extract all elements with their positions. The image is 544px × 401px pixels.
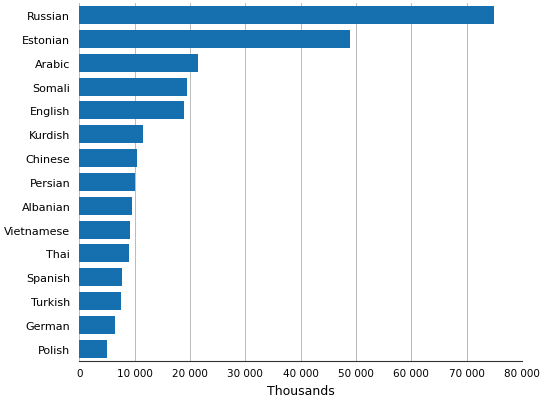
- Bar: [79, 7, 494, 25]
- X-axis label: Thousands: Thousands: [267, 384, 335, 397]
- Bar: [79, 340, 107, 358]
- Bar: [79, 197, 132, 215]
- Bar: [79, 245, 129, 263]
- Bar: [79, 174, 135, 191]
- Bar: [79, 102, 184, 120]
- Bar: [79, 150, 138, 168]
- Bar: [79, 316, 115, 334]
- Bar: [79, 292, 121, 310]
- Bar: [79, 126, 143, 144]
- Bar: [79, 79, 187, 96]
- Bar: [79, 269, 122, 286]
- Bar: [79, 55, 198, 73]
- Bar: [79, 31, 350, 49]
- Bar: [79, 221, 130, 239]
